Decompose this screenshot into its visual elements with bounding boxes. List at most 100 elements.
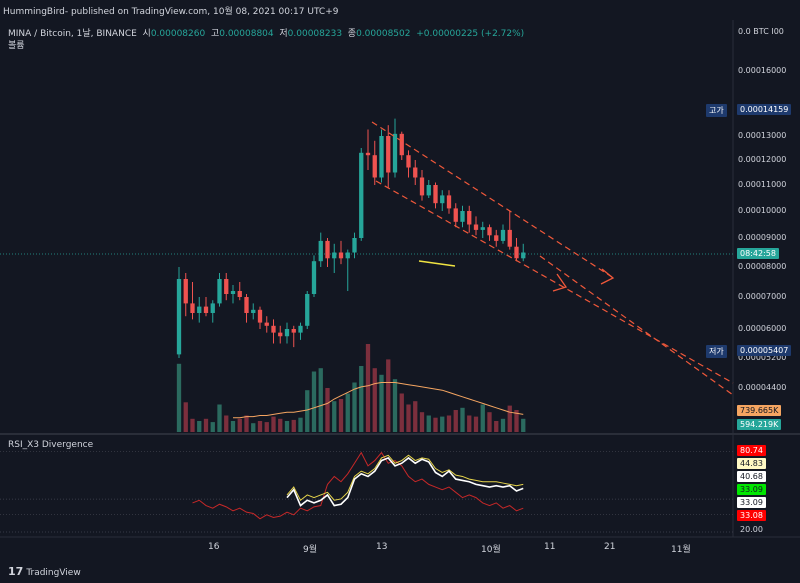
volume-bar [311, 371, 317, 432]
volume-ma-line [233, 382, 524, 419]
rsi-red-line [192, 451, 524, 520]
arrow-marker [552, 273, 568, 292]
candle-body [386, 136, 391, 173]
time-tick: 11월 [671, 545, 691, 555]
candle-body [352, 238, 357, 253]
price-tick: 0.00005200 [738, 353, 787, 362]
volume-bar [514, 410, 519, 432]
time-tick: 10월 [481, 545, 501, 555]
candle-body [298, 325, 303, 333]
volume-bar [251, 423, 256, 432]
volume-bar [332, 401, 337, 432]
volume-bar [359, 366, 364, 432]
candle-body [203, 306, 209, 313]
candle-body [318, 240, 323, 262]
candle-body [460, 211, 465, 222]
time-tick: 13 [376, 542, 388, 552]
candle-body [271, 325, 276, 333]
candle-body [379, 136, 384, 178]
volume-bar [473, 416, 479, 432]
candle-body [453, 208, 458, 222]
candle-body [210, 303, 215, 313]
volume-bar [284, 421, 290, 432]
volume-last-tag: 594.219K [737, 419, 782, 430]
candle-body [237, 291, 242, 297]
volume-bar [480, 404, 485, 432]
volume-bar [237, 418, 242, 432]
price-tick: 0.00009000 [738, 233, 787, 242]
volume-bar [406, 404, 411, 432]
candle-body [244, 297, 249, 313]
candle-body [230, 291, 236, 294]
volume-ma-tag: 739.665K [737, 405, 782, 416]
volume-bar [257, 421, 263, 432]
channel-lower-line [375, 180, 734, 384]
top-bar: HummingBird- published on TradingView.co… [0, 0, 800, 20]
volume-bar [433, 417, 438, 432]
candle-body [224, 279, 229, 294]
time-tick: 11 [544, 542, 556, 552]
candle-body [365, 152, 371, 156]
candle-body [217, 279, 222, 304]
volume-bar [507, 405, 512, 432]
footer-brand[interactable]: 17 TradingView [8, 565, 81, 578]
projection-line [539, 255, 734, 396]
tradingview-logo-icon: 17 [8, 565, 24, 578]
candle-body [190, 303, 195, 313]
volume-label: 볼륨 [8, 41, 25, 51]
volume-bar [217, 404, 222, 432]
rsi-white-line [286, 456, 524, 507]
volume-bar [426, 415, 431, 432]
volume-bar [392, 379, 398, 432]
close-value: 0.00008502 [356, 29, 411, 39]
volume-bar [291, 419, 296, 432]
candle-body [494, 235, 499, 241]
close-label: 종 [347, 29, 357, 39]
time-tick: 16 [208, 542, 220, 552]
volume-bar [176, 363, 182, 432]
candle-body [251, 309, 256, 313]
volume-bar [224, 415, 229, 432]
candle-body [419, 177, 425, 196]
candle-body [440, 195, 445, 204]
candle-body [183, 279, 188, 304]
candle-body [311, 261, 317, 294]
volume-bar [453, 410, 458, 432]
rsi-label: RSI_X3 Divergence [8, 440, 94, 450]
volume-bar [413, 401, 418, 432]
price-tick: 0.00016000 [738, 66, 787, 75]
volume-bar [345, 393, 350, 432]
volume-bar [305, 390, 310, 432]
candle-body [433, 185, 438, 204]
candle-body [264, 322, 269, 326]
candle-body [406, 155, 411, 168]
price-tick: 0.00006000 [738, 324, 787, 333]
high-label: 고 [210, 29, 220, 39]
candle-body [338, 252, 344, 259]
change-value: +0.00000225 (+2.72%) [416, 29, 525, 39]
volume-bar [399, 393, 404, 432]
volume-bar [271, 416, 276, 432]
price-tick: 0.00007000 [738, 292, 787, 301]
low-value-tag: 0.00005407 [737, 345, 792, 356]
time-tick: 9월 [303, 545, 318, 555]
price-tick: 0.00010000 [738, 206, 787, 215]
rsi-value-tag: 80.74 [737, 445, 766, 456]
time-tick: 21 [604, 542, 616, 552]
volume-bar [298, 417, 303, 432]
arrow-marker [600, 268, 615, 285]
volume-bar [440, 416, 445, 432]
candle-body [446, 195, 452, 209]
volume-bar [325, 388, 330, 432]
volume-bar [521, 418, 526, 432]
volume-bar [264, 422, 269, 432]
volume-bar [494, 421, 499, 432]
low-value: 0.00008233 [287, 29, 343, 39]
candle-body [197, 306, 202, 313]
volume-bar [500, 418, 506, 432]
volume-bar [183, 402, 188, 432]
price-tick: 0.00012000 [738, 155, 787, 164]
candle-body [514, 246, 519, 259]
candle-body [345, 252, 350, 259]
